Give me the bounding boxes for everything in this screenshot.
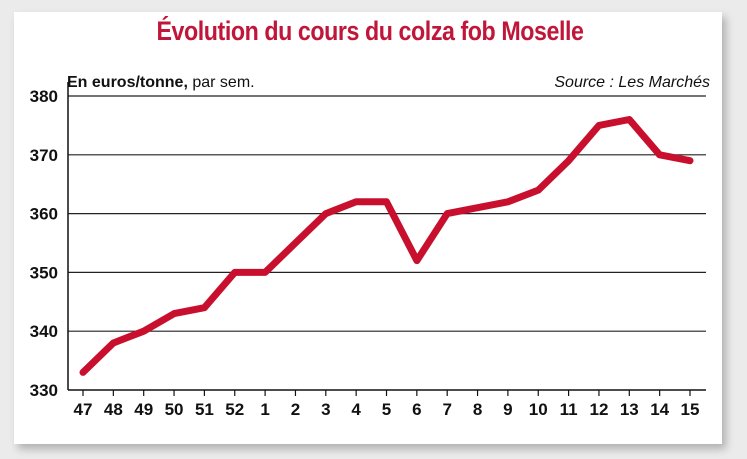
x-tick-label: 9 [503, 400, 512, 419]
x-tick-label: 7 [442, 400, 451, 419]
x-tick-label: 10 [529, 400, 548, 419]
y-tick-label: 340 [30, 322, 58, 341]
y-tick-label: 370 [30, 146, 58, 165]
x-tick-label: 14 [650, 400, 669, 419]
source-label: Source : Les Marchés [554, 74, 710, 91]
x-tick-label: 8 [473, 400, 482, 419]
x-tick-label: 15 [681, 400, 700, 419]
y-tick-label: 330 [30, 381, 58, 400]
series-line [79, 116, 694, 376]
x-tick-label: 3 [321, 400, 330, 419]
x-tick-label: 52 [225, 400, 244, 419]
x-tick-label: 47 [74, 400, 93, 419]
x-tick-label: 50 [165, 400, 184, 419]
x-tick-label: 48 [104, 400, 123, 419]
x-tick-label: 1 [260, 400, 269, 419]
y-tick-label: 380 [30, 87, 58, 106]
y-tick-label: 360 [30, 205, 58, 224]
unit-label-rest: par sem. [187, 74, 255, 91]
chart-card [14, 12, 722, 444]
y-tick-label: 350 [30, 263, 58, 282]
x-tick-label: 51 [195, 400, 214, 419]
unit-label-bold: En euros/tonne, [67, 74, 188, 91]
chart-title: Évolution du cours du colza fob Moselle [156, 16, 584, 46]
x-tick-label: 4 [351, 400, 361, 419]
x-tick-label: 13 [620, 400, 639, 419]
x-tick-label: 5 [382, 400, 391, 419]
x-tick-label: 49 [134, 400, 153, 419]
x-tick-label: 11 [560, 400, 578, 419]
x-tick-label: 12 [589, 400, 608, 419]
x-tick-label: 6 [412, 400, 421, 419]
x-tick-label: 2 [291, 400, 300, 419]
unit-label: En euros/tonne, par sem. [67, 74, 255, 92]
